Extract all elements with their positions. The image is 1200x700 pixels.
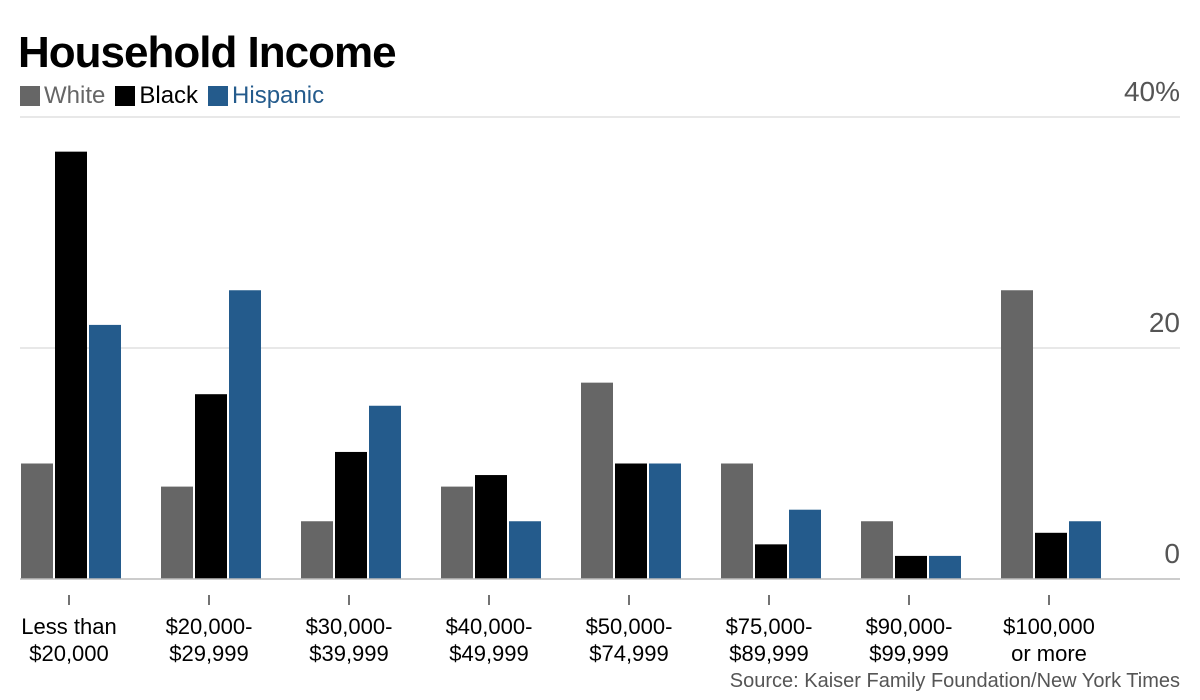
x-tick-label: or more [1011,641,1087,666]
bar-white [861,521,893,579]
x-tick-label: $100,000 [1003,614,1095,639]
y-tick-label: 20 [1149,307,1180,338]
x-tick-label: $40,000- [446,614,533,639]
bar-black [755,544,787,579]
bar-hispanic [89,324,121,579]
x-tick-label: $74,999 [589,641,669,666]
bar-black [895,555,927,579]
bar-white [21,463,53,579]
bar-hispanic [649,463,681,579]
x-tick-label: $75,000- [726,614,813,639]
legend-swatch-white [20,86,40,106]
bar-white [581,382,613,579]
bar-black [55,151,87,579]
chart-title: Household Income [18,28,397,77]
source-note: Source: Kaiser Family Foundation/New Yor… [729,670,1180,692]
bar-hispanic [1069,521,1101,579]
legend-label-black: Black [139,82,199,109]
x-tick-label: $89,999 [729,641,809,666]
x-tick-label: $50,000- [586,614,673,639]
x-tick-label: $90,000- [866,614,953,639]
bar-white [1001,290,1033,579]
y-tick-label: 0 [1164,538,1180,569]
bar-hispanic [229,290,261,579]
bar-hispanic [929,555,961,579]
legend-swatch-black [115,86,136,106]
bar-black [335,451,367,579]
legend-swatch-hispanic [208,86,229,106]
x-tick-label: Less than [21,614,116,639]
legend-item-white: White [20,82,105,110]
legend-label-hispanic: Hispanic [232,82,325,109]
legend: White Black Hispanic [20,82,334,110]
bar-white [301,521,333,579]
legend-label-white: White [44,82,106,109]
bar-white [441,486,473,579]
bar-hispanic [509,521,541,579]
bar-hispanic [369,405,401,579]
x-tick-label: $49,999 [449,641,529,666]
legend-item-hispanic: Hispanic [208,82,324,110]
x-tick-label: $29,999 [169,641,249,666]
x-tick-label: $20,000- [166,614,253,639]
legend-item-black: Black [115,82,198,110]
x-tick-label: $99,999 [869,641,949,666]
bar-white [721,463,753,579]
bar-black [475,475,507,579]
bar-black [615,463,647,579]
y-tick-label: 40% [1124,76,1180,107]
bar-hispanic [789,509,821,579]
bar-black [195,394,227,579]
bar-black [1035,532,1067,579]
x-tick-label: $30,000- [306,614,393,639]
x-tick-label: $39,999 [309,641,389,666]
bar-white [161,486,193,579]
x-tick-label: $20,000 [29,641,109,666]
